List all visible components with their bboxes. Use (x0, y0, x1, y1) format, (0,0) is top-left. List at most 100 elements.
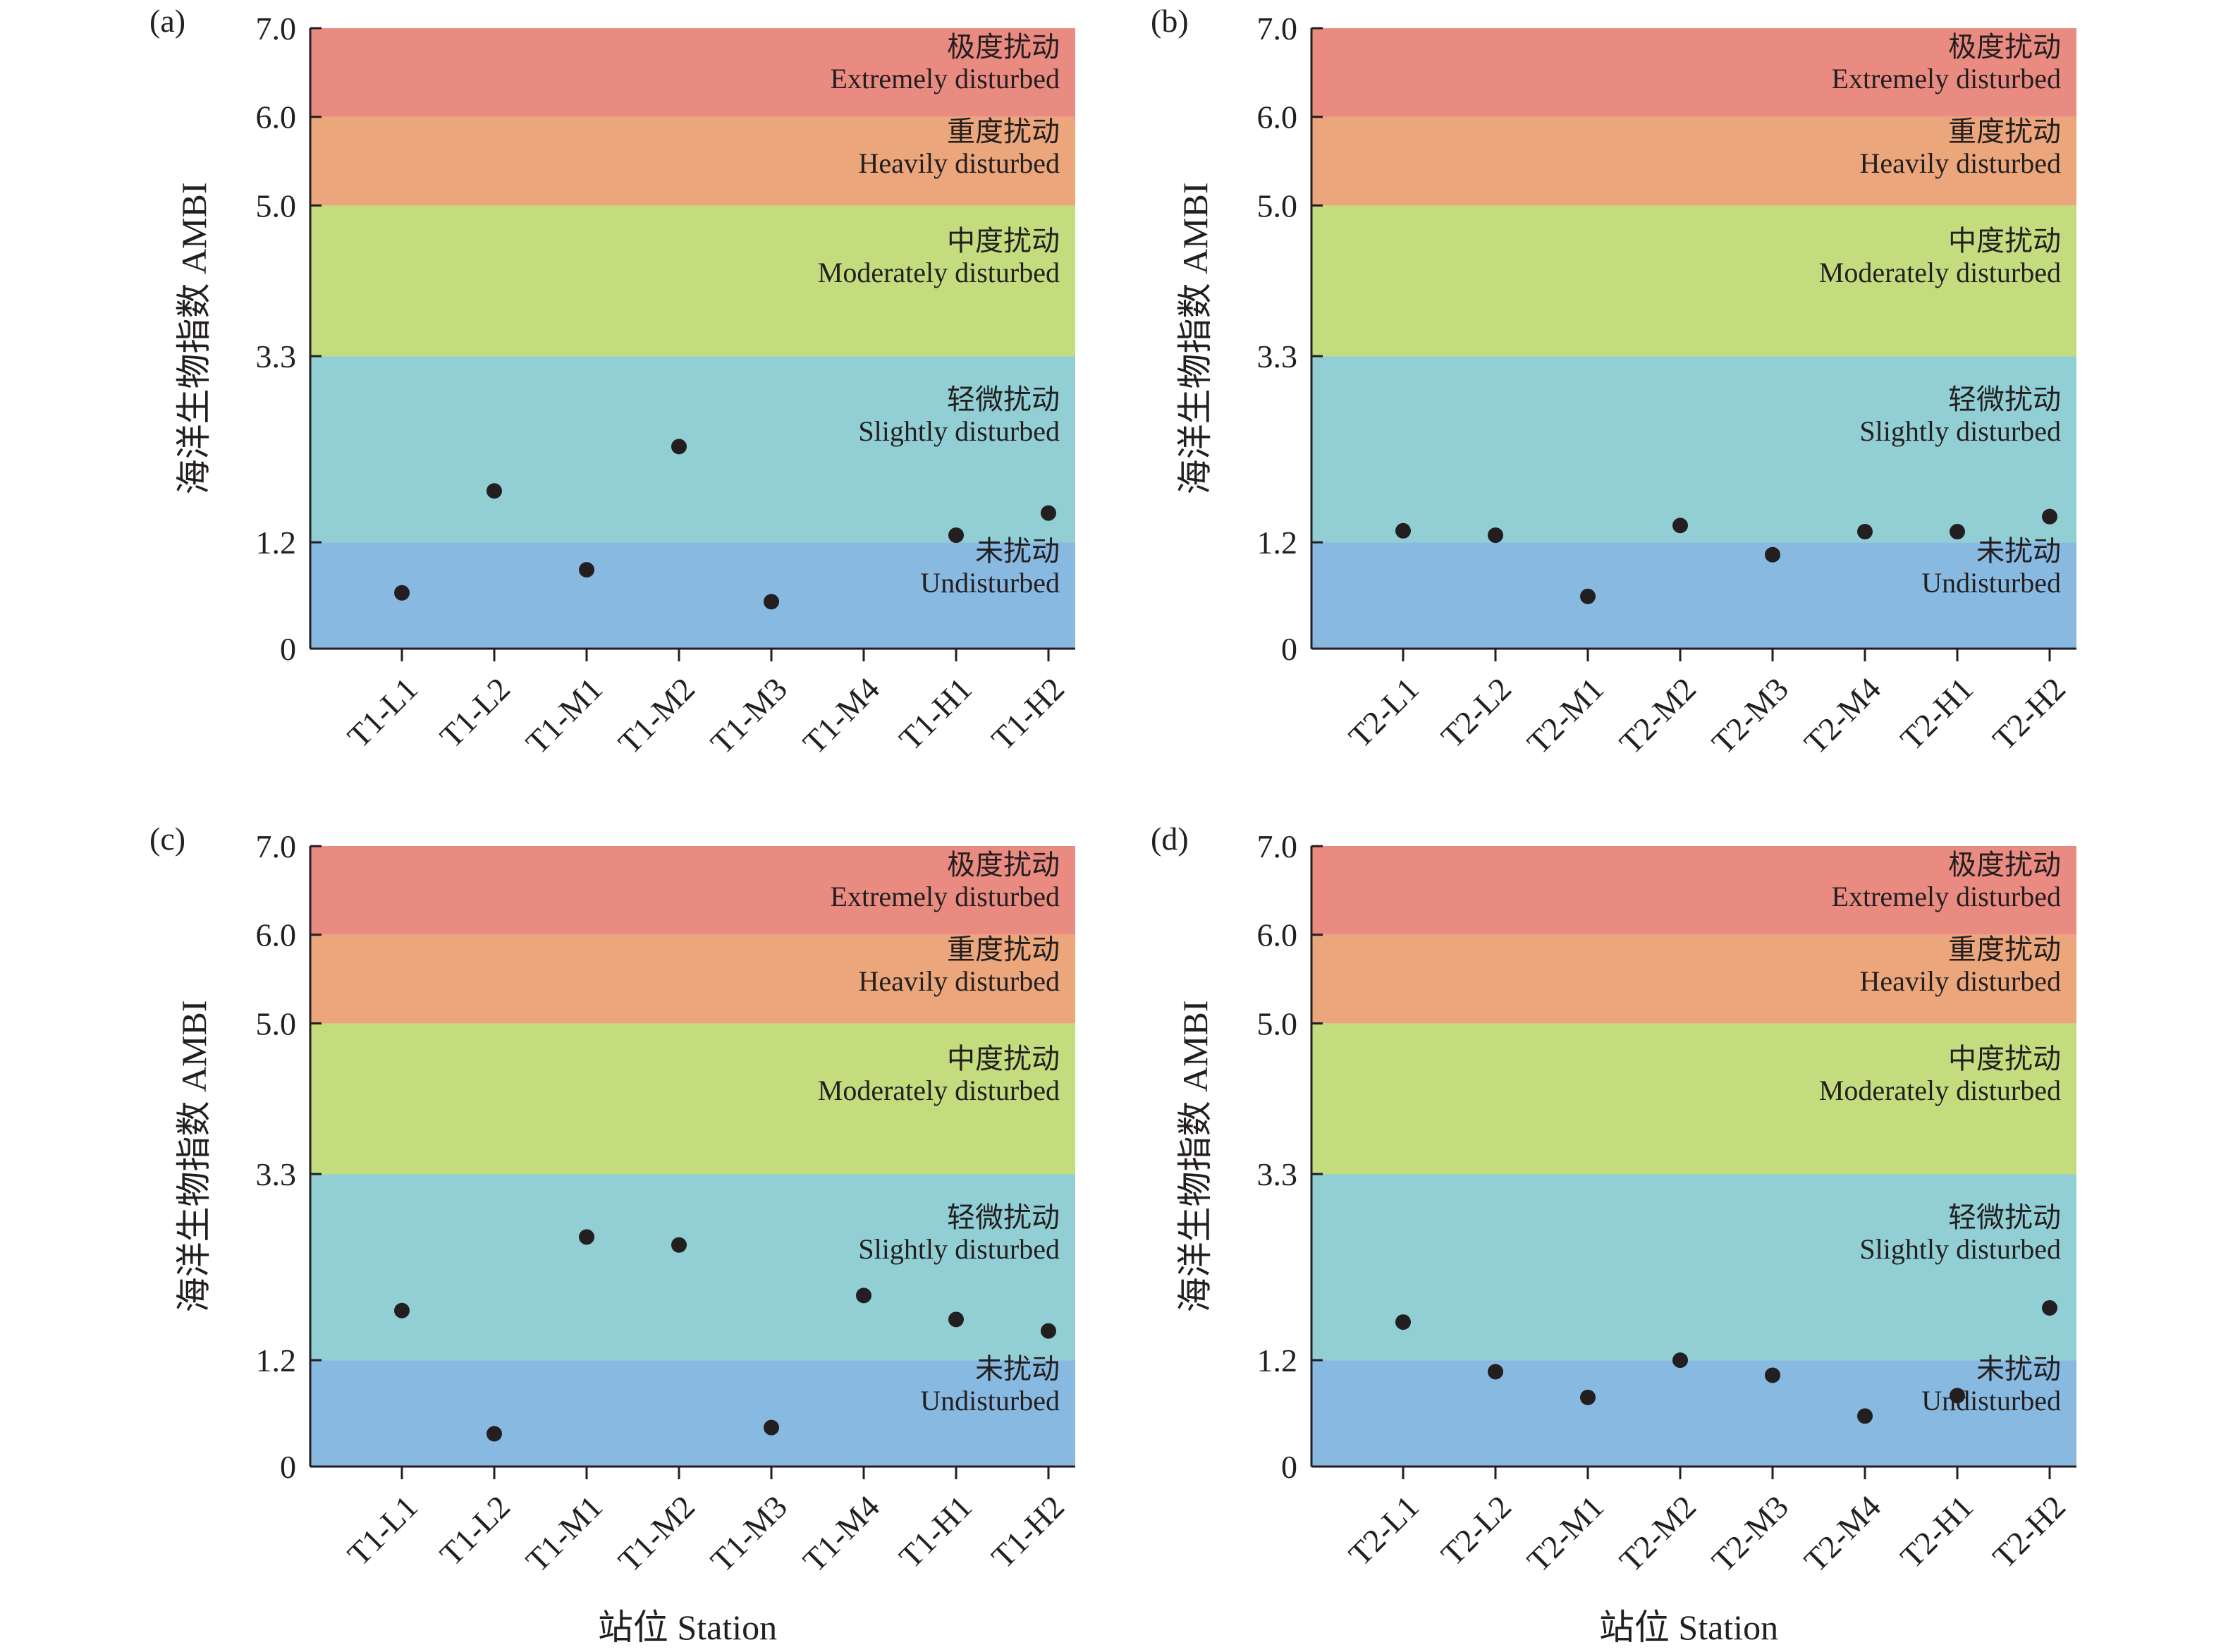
x-axis-title: 站位 Station (1599, 1608, 1778, 1647)
zone-band-extremely (1311, 28, 2076, 117)
zone-label-en-slightly: Slightly disturbed (858, 1233, 1060, 1265)
zone-bands (1311, 846, 2076, 1467)
panel-label: (b) (1151, 3, 1189, 39)
zone-bands (310, 28, 1075, 649)
zone-label-cn-heavily: 重度扰动 (1948, 116, 2061, 147)
data-point-t2-l1 (1395, 1314, 1411, 1330)
x-tick-label-t2-m1: T2-M1 (1520, 671, 1610, 761)
x-tick-label-t2-h1: T2-H1 (1893, 1488, 1980, 1575)
data-point-t1-h2 (1041, 1323, 1056, 1339)
data-point-t1-m2 (671, 1237, 687, 1253)
zone-label-cn-undisturbed: 未扰动 (975, 535, 1060, 567)
zone-bands (1311, 28, 2076, 649)
x-tick-label-t2-m4: T2-M4 (1797, 671, 1887, 761)
y-axis-title: 海洋生物指数 AMBI (1175, 1000, 1215, 1312)
x-tick-label-t1-h1: T1-H1 (892, 671, 979, 757)
zone-label-en-undisturbed: Undisturbed (1921, 567, 2061, 599)
zone-band-extremely (1311, 846, 2076, 935)
data-point-t2-l1 (1395, 522, 1411, 539)
y-tick-label: 7.0 (1257, 11, 1298, 47)
zone-bands (310, 846, 1075, 1467)
x-tick-label-t2-h2: T2-H2 (1986, 1488, 2072, 1575)
x-tick-label-t1-l1: T1-L1 (341, 1488, 424, 1572)
y-axis-title: 海洋生物指数 AMBI (174, 182, 214, 494)
x-tick-label-t1-m3: T1-M3 (704, 1488, 794, 1579)
y-tick-label: 0 (280, 631, 296, 667)
zone-label-cn-moderately: 中度扰动 (947, 225, 1060, 257)
x-tick-label-t1-m1: T1-M1 (519, 1488, 609, 1579)
zone-label-en-undisturbed: Undisturbed (920, 567, 1060, 599)
y-tick-label: 1.2 (256, 1342, 297, 1378)
zone-band-slightly (310, 356, 1075, 543)
y-axis-title: 海洋生物指数 AMBI (174, 1000, 214, 1312)
data-point-t2-m1 (1580, 1389, 1596, 1405)
zone-label-cn-moderately: 中度扰动 (1948, 225, 2061, 257)
x-tick-label-t2-l1: T2-L1 (1342, 1488, 1426, 1572)
x-tick-label-t2-m3: T2-M3 (1705, 671, 1795, 761)
x-tick-label-t1-m2: T1-M2 (611, 671, 702, 761)
data-point-t2-m3 (1765, 1367, 1780, 1383)
x-tick-label-t2-h1: T2-H1 (1893, 671, 1980, 757)
zone-band-heavily (1311, 934, 2076, 1024)
data-point-t1-m3 (764, 1419, 779, 1436)
y-tick-label: 5.0 (256, 188, 297, 224)
zone-label-en-heavily: Heavily disturbed (859, 147, 1060, 179)
zone-label-cn-slightly: 轻微扰动 (947, 1201, 1060, 1233)
panel-label: (a) (149, 3, 185, 39)
x-tick-label-t1-h2: T1-H2 (984, 1488, 1071, 1575)
zone-band-undisturbed (310, 542, 1075, 649)
x-tick-label-t1-m1: T1-M1 (519, 671, 609, 761)
data-point-t2-m2 (1672, 518, 1688, 534)
zone-band-extremely (310, 846, 1075, 935)
data-point-t1-m2 (671, 439, 687, 455)
panel-label: (c) (149, 821, 185, 857)
data-point-t1-m3 (764, 594, 779, 610)
zone-band-undisturbed (310, 1360, 1075, 1467)
panel-label: (d) (1151, 821, 1189, 857)
data-point-t2-h1 (1950, 1388, 1965, 1404)
y-tick-label: 5.0 (256, 1005, 297, 1041)
x-tick-label-t2-m4: T2-M4 (1797, 1488, 1887, 1579)
data-point-t1-m1 (579, 1229, 594, 1245)
x-tick-label-t2-l1: T2-L1 (1342, 671, 1426, 754)
y-tick-label: 3.3 (256, 338, 297, 374)
x-tick-label-t1-m3: T1-M3 (704, 671, 794, 761)
data-point-t2-h2 (2042, 1299, 2057, 1316)
zone-label-cn-slightly: 轻微扰动 (1948, 384, 2061, 415)
zone-label-en-extremely: Extremely disturbed (1832, 881, 2061, 912)
data-points (394, 439, 1056, 610)
y-tick-label: 0 (280, 1449, 296, 1485)
zone-band-extremely (310, 28, 1075, 117)
zone-label-en-moderately: Moderately disturbed (1819, 257, 2061, 288)
data-point-t2-m3 (1765, 546, 1780, 563)
zone-band-undisturbed (1311, 542, 2076, 649)
zone-label-cn-moderately: 中度扰动 (947, 1043, 1060, 1075)
y-tick-label: 5.0 (1257, 1005, 1298, 1041)
y-tick-label: 3.3 (256, 1156, 297, 1192)
data-point-t1-l2 (487, 483, 502, 499)
zone-label-en-heavily: Heavily disturbed (1860, 147, 2062, 179)
zone-label-en-heavily: Heavily disturbed (859, 965, 1060, 997)
zone-label-en-extremely: Extremely disturbed (831, 63, 1060, 94)
zone-label-en-moderately: Moderately disturbed (818, 1075, 1060, 1106)
x-tick-label-t1-l2: T1-L2 (433, 1488, 517, 1572)
zone-label-en-slightly: Slightly disturbed (1859, 1233, 2061, 1265)
y-tick-label: 7.0 (256, 828, 297, 864)
zone-label-en-undisturbed: Undisturbed (920, 1385, 1060, 1417)
zone-label-cn-heavily: 重度扰动 (1948, 934, 2061, 965)
data-points (1395, 508, 2057, 604)
zone-band-slightly (310, 1174, 1075, 1361)
x-tick-label-t2-m1: T2-M1 (1520, 1488, 1610, 1579)
zone-label-en-extremely: Extremely disturbed (831, 881, 1060, 912)
zone-label-en-moderately: Moderately disturbed (1819, 1075, 2061, 1106)
zone-label-en-undisturbed: Undisturbed (1921, 1385, 2061, 1417)
data-point-t2-h2 (2042, 508, 2057, 525)
y-tick-label: 5.0 (1257, 188, 1298, 224)
zone-band-moderately (1311, 205, 2076, 357)
zone-label-cn-slightly: 轻微扰动 (947, 384, 1060, 415)
zone-label-en-extremely: Extremely disturbed (1832, 63, 2061, 94)
zone-label-cn-heavily: 重度扰动 (947, 934, 1060, 965)
